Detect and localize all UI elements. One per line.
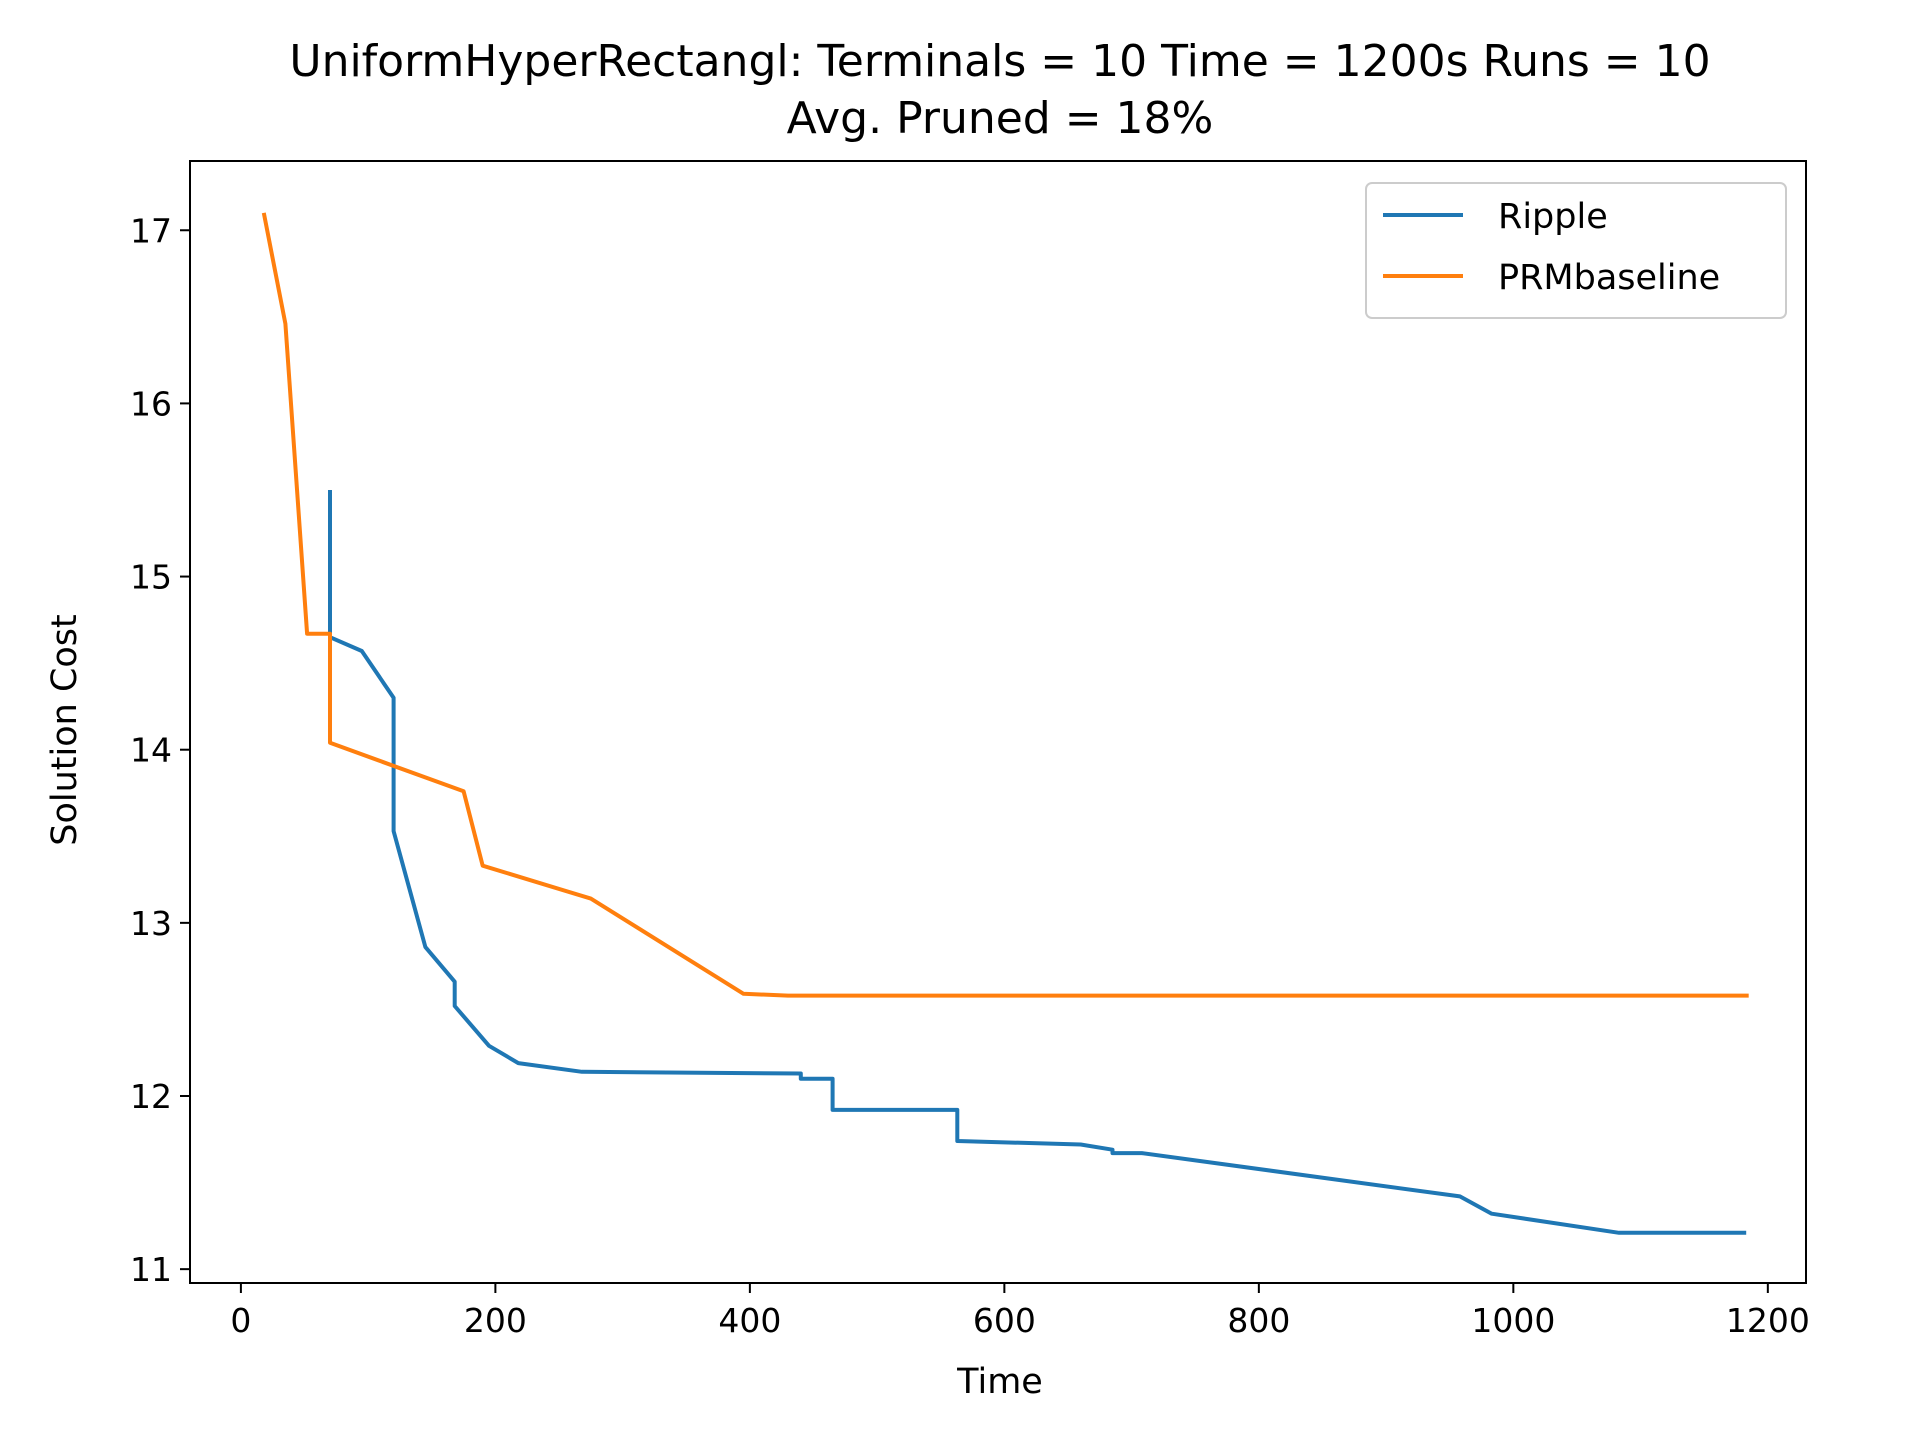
legend: Ripple PRMbaseline <box>1365 182 1787 319</box>
x-tick-label: 1200 <box>1726 1301 1810 1340</box>
x-tick-label: 1000 <box>1471 1301 1555 1340</box>
y-axis-ticks: 11 12 13 14 15 16 17 <box>130 211 190 1289</box>
y-tick-label: 16 <box>130 384 172 423</box>
y-tick-label: 11 <box>130 1250 172 1289</box>
series-line-ripple <box>328 490 1747 1235</box>
x-tick-label: 800 <box>1227 1301 1290 1340</box>
y-axis-label: Solution Cost <box>45 614 85 846</box>
y-tick-label: 15 <box>130 558 172 597</box>
plot-frame <box>189 160 1807 1284</box>
legend-box <box>1365 182 1787 319</box>
x-tick-label: 200 <box>464 1301 527 1340</box>
chart-title-line1: UniformHyperRectangl: Terminals = 10 Tim… <box>289 36 1710 87</box>
series-layer <box>261 212 1749 1235</box>
x-tick-label: 600 <box>973 1301 1036 1340</box>
x-tick-label: 0 <box>230 1301 251 1340</box>
y-tick-label: 17 <box>130 211 172 250</box>
y-tick-label: 14 <box>130 731 172 770</box>
series-line-prmbaseline <box>261 212 1749 998</box>
legend-label-ripple: Ripple <box>1498 197 1608 237</box>
chart-title-line2: Avg. Pruned = 18% <box>787 93 1214 144</box>
x-axis-label: Time <box>956 1362 1043 1402</box>
x-tick-label: 400 <box>718 1301 781 1340</box>
legend-label-prmbaseline: PRMbaseline <box>1498 258 1720 298</box>
x-axis-ticks: 0 200 400 600 800 1000 1200 <box>230 1283 1810 1340</box>
y-tick-label: 13 <box>130 904 172 943</box>
y-tick-label: 12 <box>130 1077 172 1116</box>
